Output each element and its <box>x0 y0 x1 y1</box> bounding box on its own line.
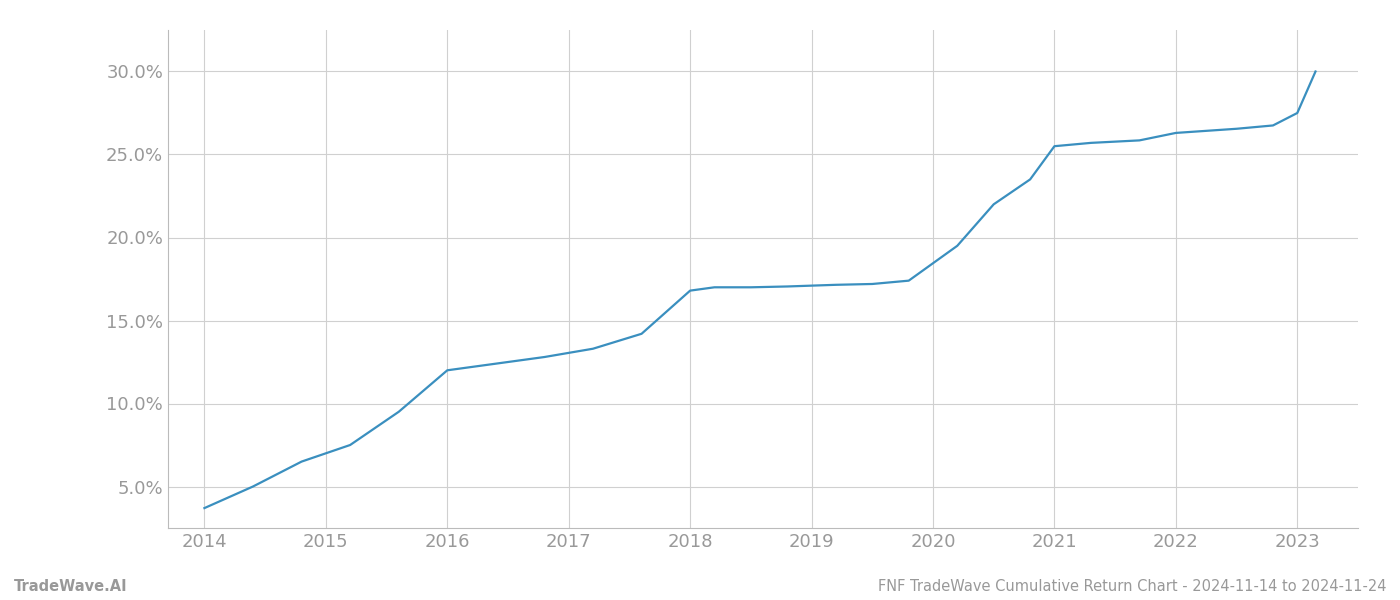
Text: TradeWave.AI: TradeWave.AI <box>14 579 127 594</box>
Text: FNF TradeWave Cumulative Return Chart - 2024-11-14 to 2024-11-24: FNF TradeWave Cumulative Return Chart - … <box>878 579 1386 594</box>
